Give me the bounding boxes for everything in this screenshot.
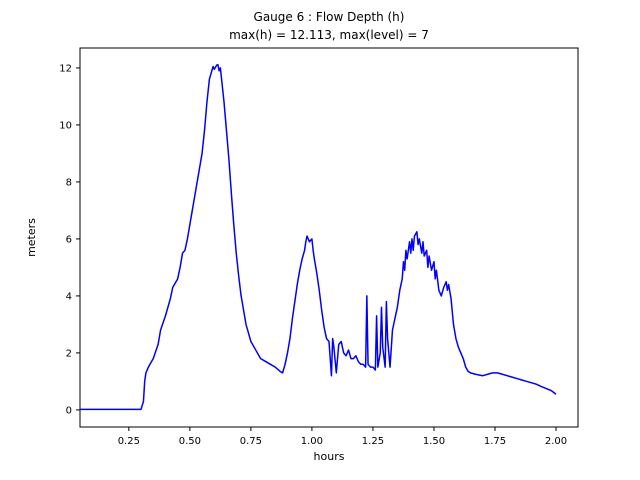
x-tick-label: 0.25 (118, 436, 140, 447)
y-tick-label: 6 (66, 234, 72, 245)
x-axis-label: hours (314, 450, 345, 463)
x-tick-label: 1.00 (301, 436, 323, 447)
x-tick-label: 2.00 (545, 436, 567, 447)
data-line (80, 63, 557, 411)
y-tick-label: 10 (59, 120, 72, 131)
x-tick-label: 1.50 (423, 436, 445, 447)
x-tick-label: 1.25 (362, 436, 384, 447)
y-tick-label: 8 (66, 177, 72, 188)
y-tick-label: 12 (59, 63, 72, 74)
y-tick-label: 2 (66, 348, 72, 359)
chart-subtitle: max(h) = 12.113, max(level) = 7 (229, 28, 429, 42)
y-tick-label: 0 (66, 405, 72, 416)
y-axis-label: meters (25, 218, 38, 257)
axes-frame (79, 47, 579, 428)
x-tick-label: 0.50 (179, 436, 201, 447)
chart-title: Gauge 6 : Flow Depth (h) (253, 10, 405, 24)
x-tick-label: 0.75 (240, 436, 262, 447)
y-tick-label: 4 (66, 291, 72, 302)
x-tick-label: 1.75 (484, 436, 506, 447)
